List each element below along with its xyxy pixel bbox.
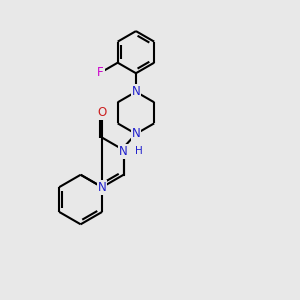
Text: N: N <box>98 181 106 194</box>
Text: N: N <box>132 85 140 98</box>
Text: O: O <box>98 106 107 119</box>
Text: H: H <box>135 146 142 156</box>
Text: F: F <box>97 66 104 79</box>
Text: N: N <box>119 145 128 158</box>
Text: N: N <box>132 128 140 140</box>
